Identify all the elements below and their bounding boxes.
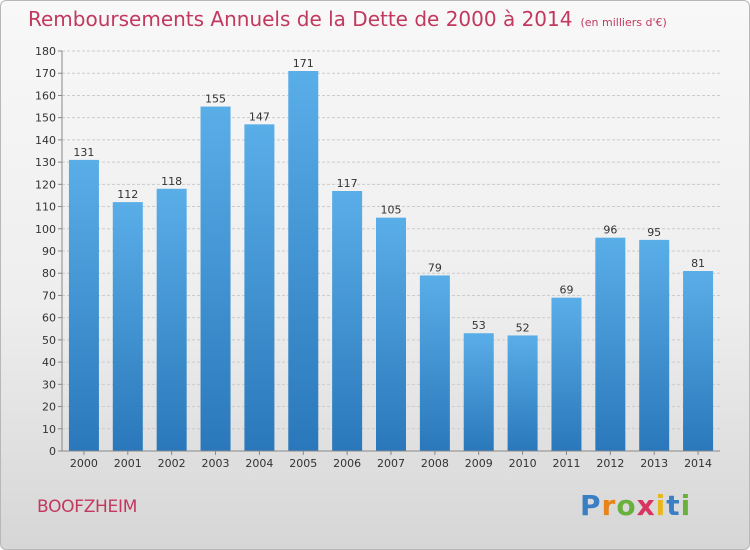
proxiti-logo[interactable]: Proxiti [580, 489, 691, 522]
xtick-label-2003: 2003 [202, 457, 230, 470]
bars-layer: 131 112 118 155 147 171 117 105 79 53 52 69 96 95 81 [68, 57, 714, 452]
ytick-label-150: 150 [35, 112, 56, 125]
ytick-label-30: 30 [42, 378, 56, 391]
xtick-label-2000: 2000 [70, 457, 98, 470]
title-line: Remboursements Annuels de la Dette de 20… [28, 7, 667, 31]
data-label-2007: 105 [381, 204, 402, 217]
data-label-2014: 81 [691, 257, 705, 270]
data-label-2005: 171 [293, 57, 314, 70]
bar-2012 [595, 237, 626, 451]
bar-2014 [683, 271, 714, 451]
bar-2004 [244, 124, 275, 451]
xtick-label-2012: 2012 [596, 457, 624, 470]
data-label-2003: 155 [205, 93, 226, 106]
ytick-label-10: 10 [42, 423, 56, 436]
bar-2013 [639, 239, 670, 451]
ytick-label-60: 60 [42, 312, 56, 325]
bar-2011 [551, 297, 582, 451]
bar-2008 [419, 275, 450, 451]
ytick-label-90: 90 [42, 245, 56, 258]
xtick-label-2013: 2013 [640, 457, 668, 470]
ytick-label-170: 170 [35, 67, 56, 80]
data-label-2004: 147 [249, 110, 270, 123]
bar-2002 [156, 188, 187, 451]
xtick-label-2005: 2005 [289, 457, 317, 470]
ytick-label-80: 80 [42, 267, 56, 280]
ytick-label-20: 20 [42, 401, 56, 414]
chart-unit: (en milliers d'€) [580, 16, 667, 29]
axis-layer: 0 10 20 30 40 50 60 70 80 90 100 110 120 130 140 150 160… [35, 45, 720, 470]
ytick-label-160: 160 [35, 89, 56, 102]
data-label-2000: 131 [73, 146, 94, 159]
bar-2001 [112, 202, 143, 451]
bar-2000 [68, 159, 99, 451]
xtick-label-2008: 2008 [421, 457, 449, 470]
xtick-label-2007: 2007 [377, 457, 405, 470]
ytick-label-120: 120 [35, 178, 56, 191]
logo-letter-2: o [616, 489, 637, 522]
bar-2007 [376, 217, 406, 451]
logo-letter-6: i [680, 489, 692, 522]
logo-letter-3: x [636, 489, 656, 522]
data-label-2009: 53 [472, 319, 486, 332]
ytick-label-70: 70 [42, 289, 56, 302]
city-name: BOOFZHEIM [37, 497, 138, 517]
xtick-label-2009: 2009 [465, 457, 493, 470]
chart-title: Remboursements Annuels de la Dette de 20… [28, 7, 573, 31]
bar-2009 [463, 333, 494, 451]
ytick-label-100: 100 [35, 223, 56, 236]
xtick-label-2011: 2011 [552, 457, 580, 470]
data-label-2008: 79 [428, 261, 442, 274]
xtick-label-2006: 2006 [333, 457, 361, 470]
logo-letter-0: P [580, 489, 602, 522]
logo-letter-5: t [666, 489, 681, 522]
xtick-label-2014: 2014 [684, 457, 712, 470]
data-label-2013: 95 [647, 226, 661, 239]
ytick-label-0: 0 [49, 445, 56, 458]
data-label-2011: 69 [559, 284, 573, 297]
data-label-2001: 112 [117, 188, 138, 201]
ytick-label-50: 50 [42, 334, 56, 347]
ytick-label-110: 110 [35, 201, 56, 214]
data-label-2010: 52 [516, 321, 530, 334]
data-label-2006: 117 [337, 177, 358, 190]
ytick-label-180: 180 [35, 45, 56, 58]
ytick-label-130: 130 [35, 156, 56, 169]
logo-letter-1: r [601, 489, 617, 522]
bar-2010 [507, 335, 538, 451]
xtick-label-2004: 2004 [245, 457, 273, 470]
xtick-label-2001: 2001 [114, 457, 142, 470]
bar-2003 [200, 106, 231, 452]
bar-2006 [332, 191, 363, 451]
data-label-2002: 118 [161, 175, 182, 188]
xtick-label-2002: 2002 [158, 457, 186, 470]
ytick-label-40: 40 [42, 356, 56, 369]
data-label-2012: 96 [603, 224, 617, 237]
xtick-label-2010: 2010 [509, 457, 537, 470]
ytick-label-140: 140 [35, 134, 56, 147]
bar-2005 [288, 71, 319, 451]
logo-letter-4: i [655, 489, 667, 522]
